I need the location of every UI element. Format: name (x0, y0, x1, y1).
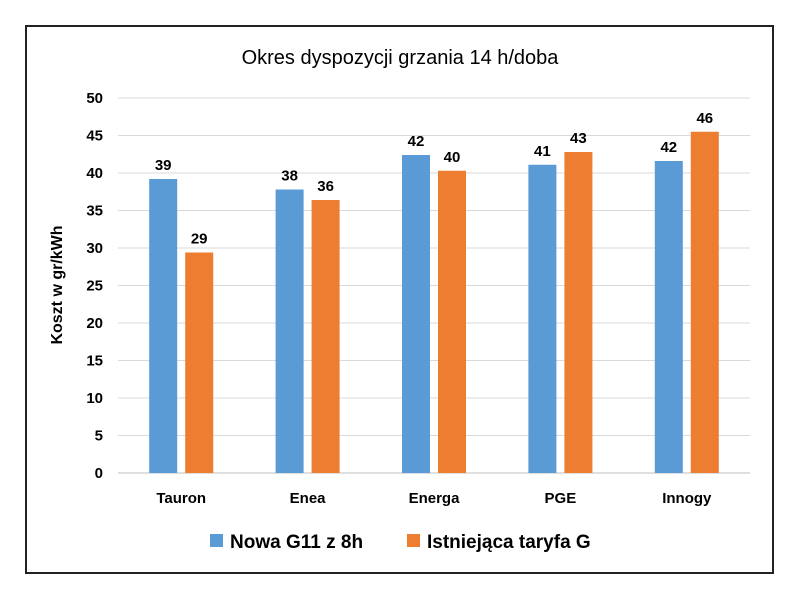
bar (438, 170, 466, 473)
bar (528, 164, 557, 473)
chart-title: Okres dyspozycji grzania 14 h/doba (242, 47, 560, 69)
y-tick-label: 30 (86, 240, 103, 257)
data-label: 36 (317, 178, 334, 195)
legend-label: Nowa G11 z 8h (230, 532, 363, 553)
data-label: 46 (696, 110, 713, 127)
bar (654, 161, 683, 473)
y-tick-label: 5 (95, 428, 103, 445)
y-tick-label: 35 (86, 203, 103, 220)
y-tick-label: 45 (86, 128, 103, 145)
legend-swatch (407, 534, 420, 547)
y-tick-label: 50 (86, 90, 103, 107)
x-tick-label: Enea (290, 490, 327, 507)
y-tick-label: 15 (86, 353, 103, 370)
bar (185, 252, 214, 473)
chart-frame (25, 25, 774, 574)
data-label: 41 (534, 143, 551, 160)
x-tick-label: Energa (409, 490, 461, 507)
y-axis-label: Koszt w gr/kWh (49, 225, 66, 344)
y-tick-label: 25 (86, 278, 103, 295)
legend-swatch (210, 534, 223, 547)
y-tick-label: 10 (86, 390, 103, 407)
data-label: 40 (444, 149, 461, 166)
data-label: 42 (660, 139, 677, 156)
bar (564, 152, 593, 473)
x-tick-label: Tauron (156, 490, 206, 507)
data-label: 29 (191, 231, 208, 248)
bar (311, 200, 340, 473)
legend-label: Istniejąca taryfa G (427, 532, 591, 553)
data-label: 43 (570, 130, 587, 147)
bar (149, 179, 178, 473)
x-tick-label: Innogy (662, 490, 712, 507)
data-label: 42 (408, 133, 425, 150)
bar (402, 155, 430, 473)
data-label: 39 (155, 157, 172, 174)
y-tick-label: 0 (95, 465, 103, 482)
y-tick-label: 20 (86, 315, 103, 332)
bar (275, 189, 304, 473)
bar (690, 131, 719, 473)
y-tick-label: 40 (86, 165, 103, 182)
data-label: 38 (281, 168, 298, 185)
x-tick-label: PGE (545, 490, 577, 507)
